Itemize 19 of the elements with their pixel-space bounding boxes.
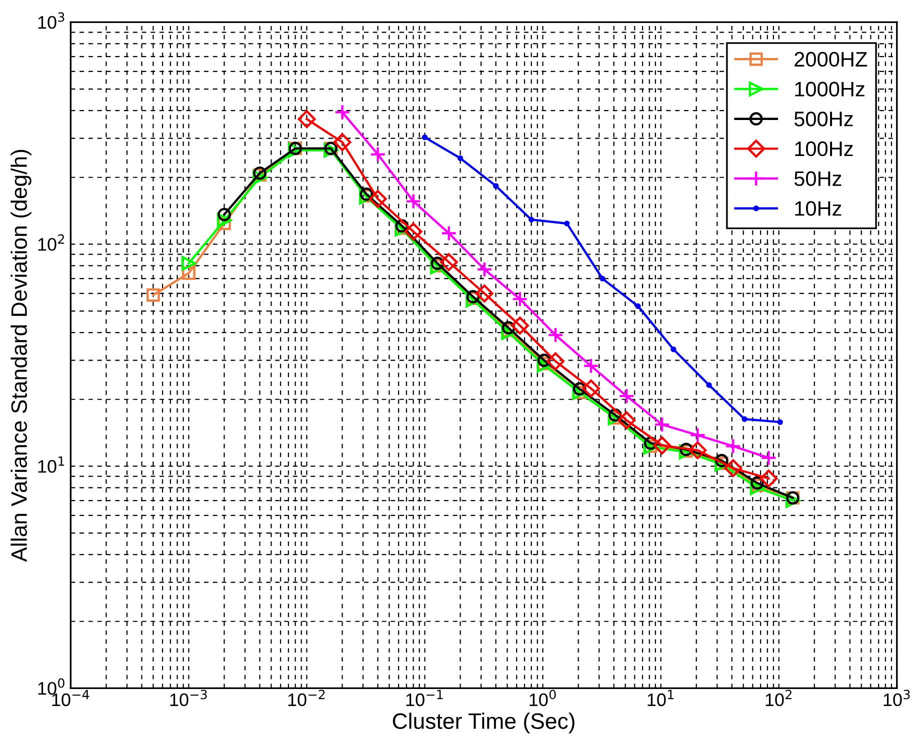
legend-label: 50Hz [794, 171, 842, 186]
legend-label: 10Hz [795, 201, 842, 216]
legend-label: 100Hz [795, 141, 853, 156]
y-tick-label: 10$^{2}$ [38, 234, 64, 251]
x-tick-label: 10$^{3}$ [884, 690, 910, 706]
x-tick-label: 10$^{−2}$ [288, 690, 325, 706]
x-tick-label: 10$^{0}$ [530, 690, 556, 706]
y-tick-label: 10$^{0}$ [38, 678, 64, 695]
x-axis-title: Cluster Time (Sec) [392, 712, 574, 734]
y-axis-title: Allan Variance Standard Deviation (deg/h) [10, 150, 32, 562]
legend-label: 1000Hz [795, 82, 864, 97]
x-tick-label: 10$^{2}$ [766, 690, 792, 706]
y-tick-label: 10$^{3}$ [38, 12, 64, 29]
x-tick-label: 10$^{1}$ [648, 690, 674, 706]
x-tick-label: 10$^{−1}$ [406, 690, 443, 706]
legend-label: 2000HZ [794, 52, 868, 67]
y-tick-label: 10$^{1}$ [38, 456, 64, 473]
x-tick-label: 10$^{−3}$ [170, 690, 207, 706]
legend-label: 500Hz [794, 112, 853, 126]
